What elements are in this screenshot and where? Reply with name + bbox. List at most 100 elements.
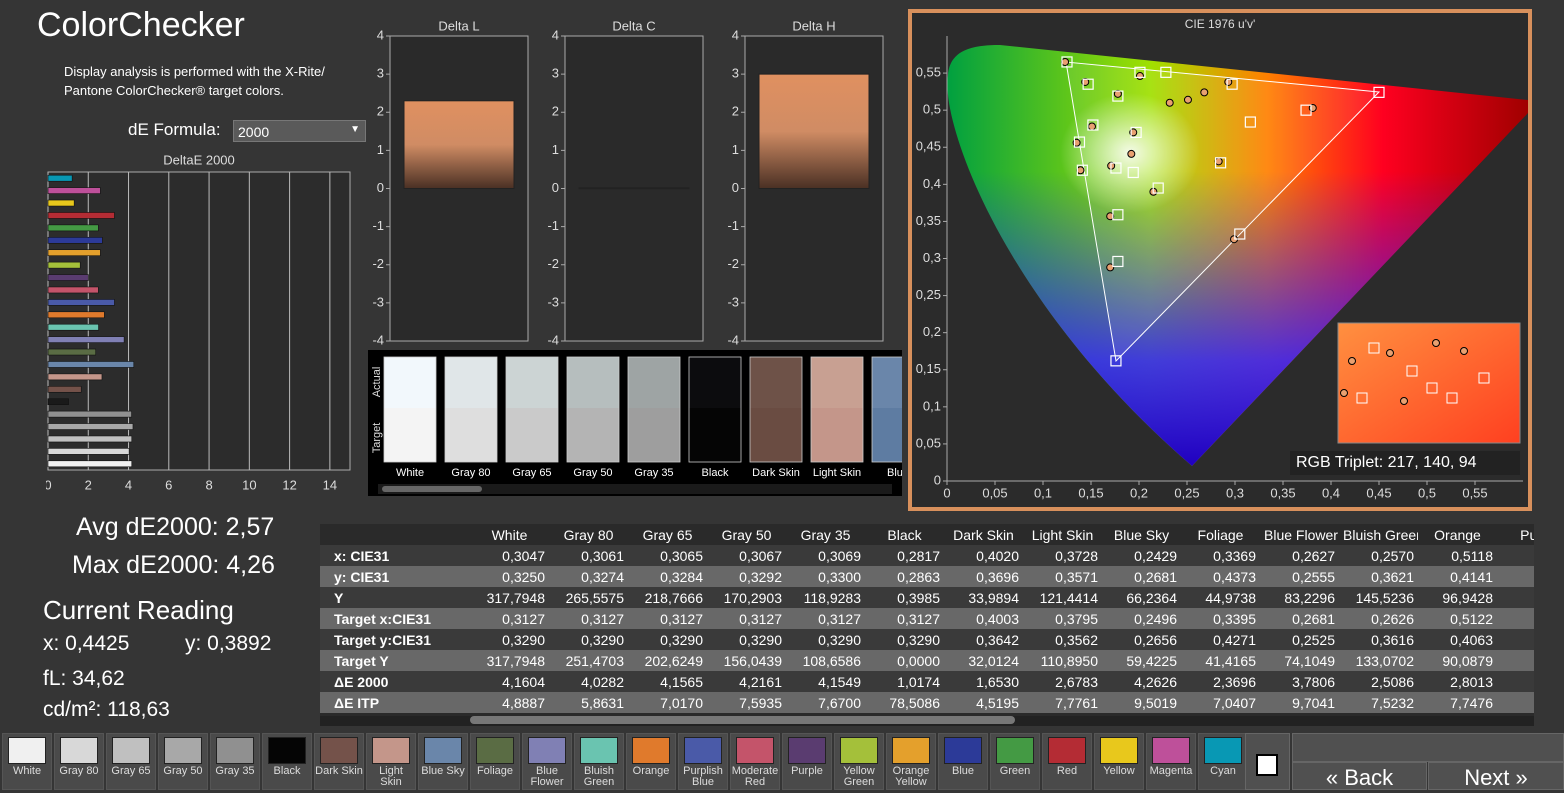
swatch-button[interactable]: Gray 50 xyxy=(158,733,208,790)
swatch-button[interactable]: Yellow Green xyxy=(834,733,884,790)
cell: 0,191 xyxy=(1497,566,1534,587)
formula-value[interactable]: 2000 xyxy=(238,124,270,140)
swatch-button[interactable]: White xyxy=(2,733,52,790)
swatch-color[interactable] xyxy=(580,737,618,764)
patch-name: Light Skin xyxy=(813,467,861,479)
swatch-name[interactable]: Purple xyxy=(791,765,823,777)
swatch-name[interactable]: Foliage xyxy=(476,765,514,777)
swatch-button[interactable]: Gray 80 xyxy=(54,733,104,790)
patch-name: White xyxy=(396,467,424,479)
swatch-button[interactable]: Orange xyxy=(626,733,676,790)
back-label[interactable]: Back xyxy=(1344,765,1394,790)
swatch-button[interactable]: Light Skin xyxy=(366,733,416,790)
playback-controls[interactable] xyxy=(1292,733,1564,762)
swatch-name[interactable]: Blue Flower xyxy=(530,765,564,788)
swatch-name[interactable]: Magenta xyxy=(1149,765,1193,777)
swatch-name[interactable]: Orange xyxy=(632,765,670,777)
cell: 0,3290 xyxy=(707,629,786,650)
swatch-name[interactable]: Light Skin xyxy=(379,765,403,788)
swatch-color[interactable] xyxy=(60,737,98,764)
scroll-buttons[interactable] xyxy=(1245,733,1290,790)
swatch-name[interactable]: Moderate Red xyxy=(731,765,779,788)
cell: 0,3985 xyxy=(865,587,944,608)
bar xyxy=(47,373,103,381)
swatch-color[interactable] xyxy=(476,737,514,764)
swatch-color[interactable] xyxy=(944,737,982,764)
swatch-name[interactable]: Yellow Green xyxy=(843,765,875,788)
swatch-color[interactable] xyxy=(164,737,202,764)
cell: 0,3047 xyxy=(470,545,549,566)
next-button[interactable]: Next » xyxy=(1428,762,1564,790)
swatch-color[interactable] xyxy=(1204,737,1242,764)
swatch-color[interactable] xyxy=(268,737,306,764)
swatch-name[interactable]: Green xyxy=(999,765,1031,777)
swatch-name[interactable]: Gray 80 xyxy=(59,765,99,777)
y-tick-label: -2 xyxy=(547,256,559,271)
row-label: Target y:CIE31 xyxy=(320,629,470,650)
delta-chart: Delta L -4 -3 -2 -1 0 1 2 3 4 xyxy=(372,18,529,347)
swatch-button[interactable]: Moderate Red xyxy=(730,733,780,790)
inset-marker xyxy=(1386,349,1394,357)
header-row: White Gray 80 Gray 65 Gray 50 Gray 35 Black Da… xyxy=(320,524,1534,545)
swatch-name[interactable]: White xyxy=(12,765,42,777)
swatch-button[interactable]: Gray 65 xyxy=(106,733,156,790)
swatch-button[interactable]: Foliage xyxy=(470,733,520,790)
swatch-button[interactable]: Green xyxy=(990,733,1040,790)
swatch-color[interactable] xyxy=(8,737,46,764)
swatch-button[interactable]: Magenta xyxy=(1146,733,1196,790)
swatch-name[interactable]: Purplish Blue xyxy=(683,765,723,788)
swatch-color[interactable] xyxy=(684,737,722,764)
swatch-color[interactable] xyxy=(372,737,410,764)
bar xyxy=(47,323,99,331)
y-tick-label: 0,3 xyxy=(923,250,941,265)
target-point xyxy=(1087,119,1099,131)
swatch-color[interactable] xyxy=(112,737,150,764)
swatch-name[interactable]: Bluish Green xyxy=(583,765,615,788)
back-button[interactable]: « Back xyxy=(1292,762,1427,790)
swatch-button[interactable]: Gray 35 xyxy=(210,733,260,790)
swatch-color[interactable] xyxy=(996,737,1034,764)
swatch-name[interactable]: Dark Skin xyxy=(315,765,363,777)
swatch-button[interactable]: Dark Skin xyxy=(314,733,364,790)
swatch-button[interactable]: Blue xyxy=(938,733,988,790)
swatch-name[interactable]: Red xyxy=(1056,765,1078,777)
cell: 265,5575 xyxy=(549,587,628,608)
table-scrollbar[interactable] xyxy=(320,716,1534,726)
swatch-color[interactable] xyxy=(528,737,566,764)
next-label[interactable]: Next xyxy=(1464,765,1510,790)
cell: 9,5019 xyxy=(1102,692,1181,713)
swatch-color[interactable] xyxy=(1100,737,1138,764)
swatch-color[interactable] xyxy=(424,737,462,764)
swatch-button[interactable]: Orange Yellow xyxy=(886,733,936,790)
swatch-button[interactable]: Red xyxy=(1042,733,1092,790)
swatch-name[interactable]: Blue xyxy=(951,765,975,777)
swatch-name[interactable]: Blue Sky xyxy=(421,765,465,777)
swatch-name[interactable]: Gray 35 xyxy=(215,765,255,777)
cell: 0,3067 xyxy=(707,545,786,566)
swatch-color[interactable] xyxy=(632,737,670,764)
swatch-button[interactable]: Blue Flower xyxy=(522,733,572,790)
swatch-name[interactable]: Cyan xyxy=(1210,765,1236,777)
swatch-name[interactable]: Orange Yellow xyxy=(892,765,930,788)
measured-point xyxy=(1135,72,1144,81)
swatch-button[interactable]: Bluish Green xyxy=(574,733,624,790)
swatch-name[interactable]: Gray 50 xyxy=(163,765,203,777)
swatch-button[interactable]: Cyan xyxy=(1198,733,1248,790)
swatch-color[interactable] xyxy=(1152,737,1190,764)
swatch-button[interactable]: Black xyxy=(262,733,312,790)
swatch-button[interactable]: Purplish Blue xyxy=(678,733,728,790)
swatch-button[interactable]: Purple xyxy=(782,733,832,790)
swatch-color[interactable] xyxy=(840,737,878,764)
formula-select[interactable]: 2000 ▼ xyxy=(233,120,366,142)
swatch-name[interactable]: Black xyxy=(273,765,301,777)
swatch-button[interactable]: Yellow xyxy=(1094,733,1144,790)
swatch-color[interactable] xyxy=(736,737,774,764)
swatch-color[interactable] xyxy=(1048,737,1086,764)
swatch-name[interactable]: Gray 65 xyxy=(111,765,151,777)
swatch-color[interactable] xyxy=(892,737,930,764)
swatch-button[interactable]: Blue Sky xyxy=(418,733,468,790)
swatch-color[interactable] xyxy=(788,737,826,764)
swatch-color[interactable] xyxy=(320,737,358,764)
swatch-color[interactable] xyxy=(216,737,254,764)
swatch-name[interactable]: Yellow xyxy=(1103,765,1135,777)
